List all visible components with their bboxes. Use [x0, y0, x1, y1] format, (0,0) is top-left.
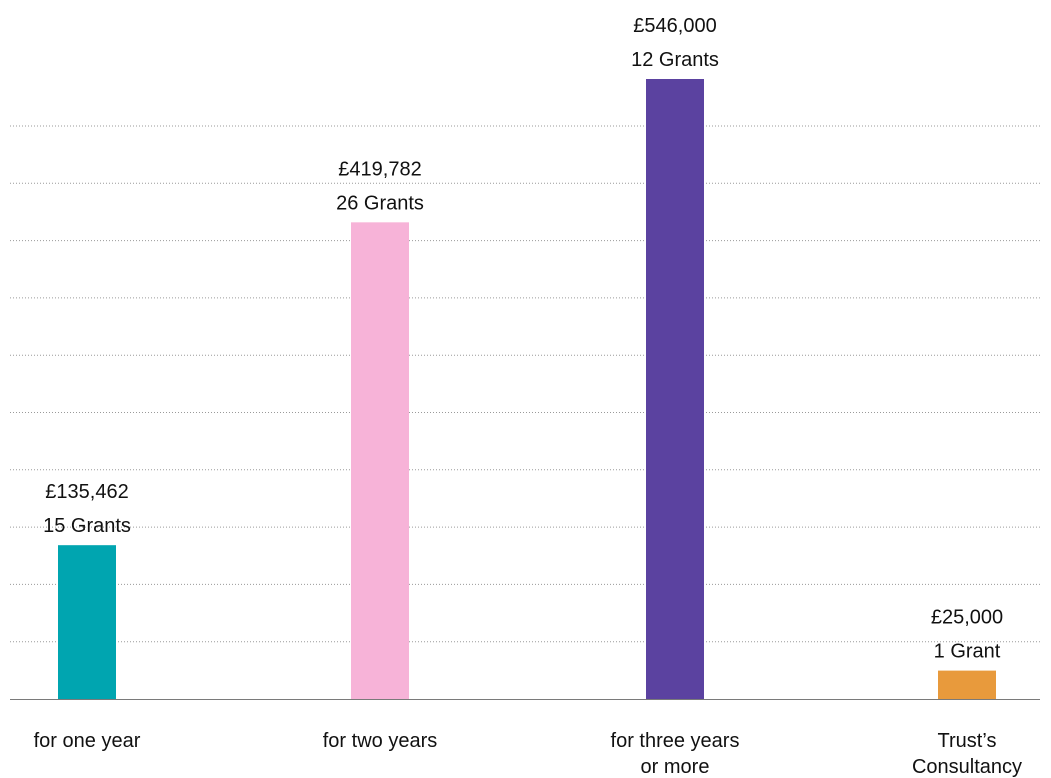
bar-amount-label: £135,462 — [45, 481, 128, 503]
bar-grant-count-label: 12 Grants — [631, 49, 719, 71]
bars — [58, 79, 996, 699]
category-label: for three years — [611, 730, 740, 752]
category-label: or more — [641, 756, 710, 778]
bar-amount-label: £546,000 — [633, 15, 716, 37]
category-label: Trust’s — [938, 730, 997, 752]
category-labels: for one year for two years for three years… — [34, 730, 1022, 778]
bar — [351, 222, 409, 699]
category-label: for one year — [34, 730, 141, 752]
bar-amount-label: £25,000 — [931, 607, 1003, 629]
bar-grant-count-label: 26 Grants — [336, 192, 424, 214]
bar — [938, 670, 996, 699]
category-label: for two years — [323, 730, 437, 752]
bar — [646, 79, 704, 699]
bar — [58, 545, 116, 699]
bar-value-labels: £135,462 15 Grants £419,782 26 Grants £546,0… — [43, 15, 1003, 663]
bar-grant-count-label: 15 Grants — [43, 515, 131, 537]
bar-amount-label: £419,782 — [338, 158, 421, 180]
bar-grant-count-label: 1 Grant — [934, 641, 1001, 663]
category-label: Consultancy — [912, 756, 1022, 778]
gridlines — [10, 125, 1040, 700]
